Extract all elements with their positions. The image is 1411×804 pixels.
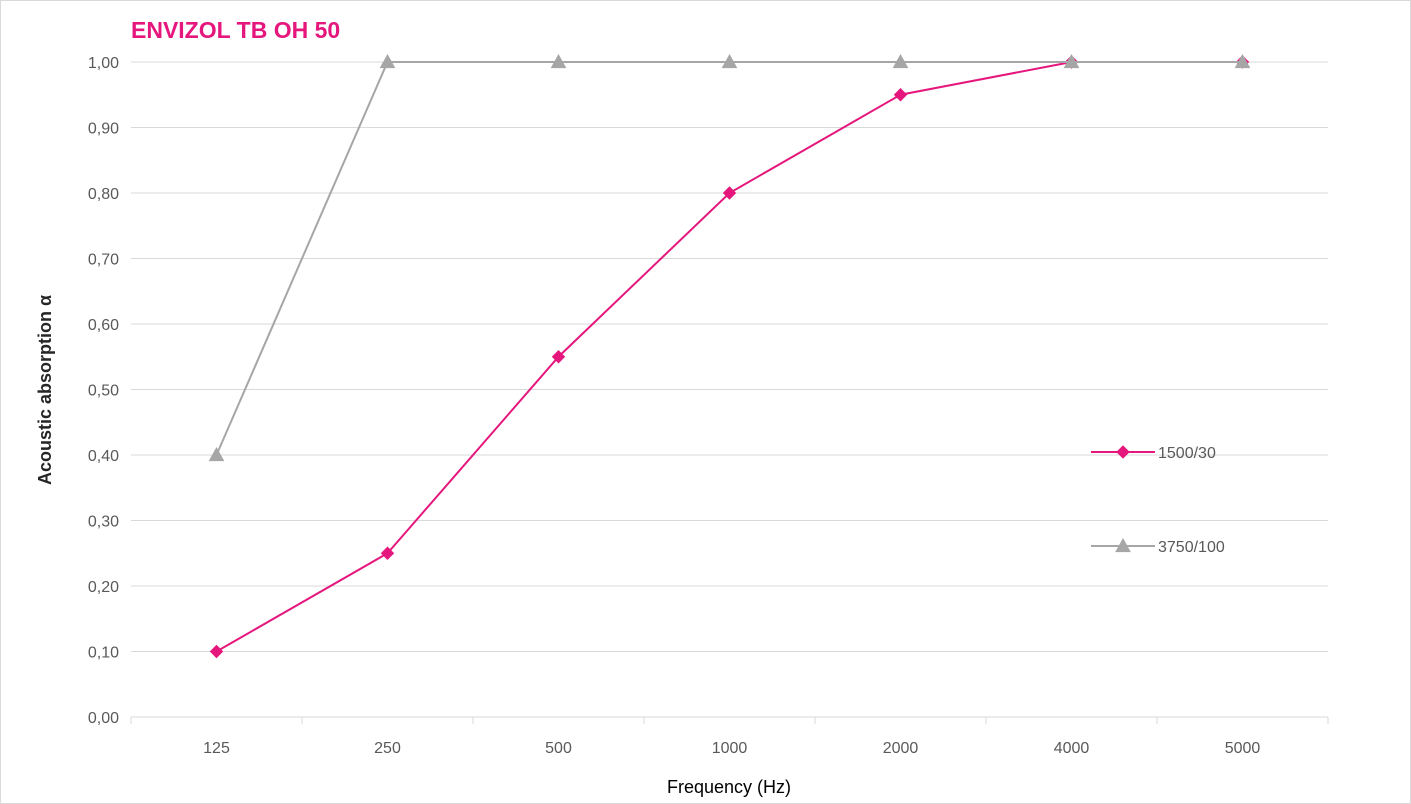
data-point xyxy=(208,446,225,462)
y-tick-label: 0,30 xyxy=(88,514,119,531)
legend-label: 3750/100 xyxy=(1158,539,1225,556)
data-point xyxy=(1063,53,1080,69)
x-tick-label: 4000 xyxy=(1054,740,1090,757)
x-tick-label: 500 xyxy=(545,740,572,757)
legend: 1500/30 3750/100 xyxy=(1091,445,1225,556)
y-tick-label: 0,10 xyxy=(88,645,119,662)
y-tick-label: 0,40 xyxy=(88,448,119,465)
data-point xyxy=(893,88,908,102)
y-tick-label: 0,00 xyxy=(88,710,119,727)
legend-entry: 3750/100 xyxy=(1091,537,1225,556)
x-tick-label: 5000 xyxy=(1225,740,1261,757)
data-point xyxy=(551,350,566,364)
data-point xyxy=(721,53,738,69)
data-point xyxy=(379,53,396,69)
x-tick-label: 250 xyxy=(374,740,401,757)
y-tick-label: 0,60 xyxy=(88,317,119,334)
chart-title: ENVIZOL TB OH 50 xyxy=(131,17,340,43)
legend-entry: 1500/30 xyxy=(1091,445,1216,462)
y-tick-label: 0,80 xyxy=(88,186,119,203)
y-axis-title: Acoustic absorption α xyxy=(35,295,55,485)
data-point xyxy=(380,546,395,560)
y-tick-label: 0,20 xyxy=(88,579,119,596)
y-tick-label: 0,90 xyxy=(88,121,119,138)
data-point xyxy=(892,53,909,69)
y-tick-label: 0,50 xyxy=(88,383,119,400)
series-1500-30 xyxy=(209,55,1250,659)
data-point xyxy=(1116,445,1130,459)
gridlines xyxy=(131,61,1328,652)
data-point xyxy=(550,53,567,69)
x-axis-title: Frequency (Hz) xyxy=(667,777,791,797)
x-tick-label: 125 xyxy=(203,740,230,757)
y-tick-label: 0,70 xyxy=(88,252,119,269)
data-point xyxy=(722,186,737,200)
data-point xyxy=(1234,53,1251,69)
y-tick-label: 1,00 xyxy=(88,55,119,72)
x-tick-label: 2000 xyxy=(883,740,919,757)
x-tick-label: 1000 xyxy=(712,740,748,757)
x-axis xyxy=(130,716,1329,724)
y-axis: 0,00 0,10 0,20 0,30 0,40 0,50 0,60 0,70 0,80 0,90… xyxy=(88,55,119,727)
series-3750-100 xyxy=(208,53,1251,462)
data-point xyxy=(209,644,224,659)
series-group xyxy=(208,53,1251,659)
data-point xyxy=(1115,537,1131,553)
legend-label: 1500/30 xyxy=(1158,445,1216,462)
x-tick-labels: 125 250 500 1000 2000 4000 5000 xyxy=(203,740,1260,757)
series-line xyxy=(216,61,1243,653)
